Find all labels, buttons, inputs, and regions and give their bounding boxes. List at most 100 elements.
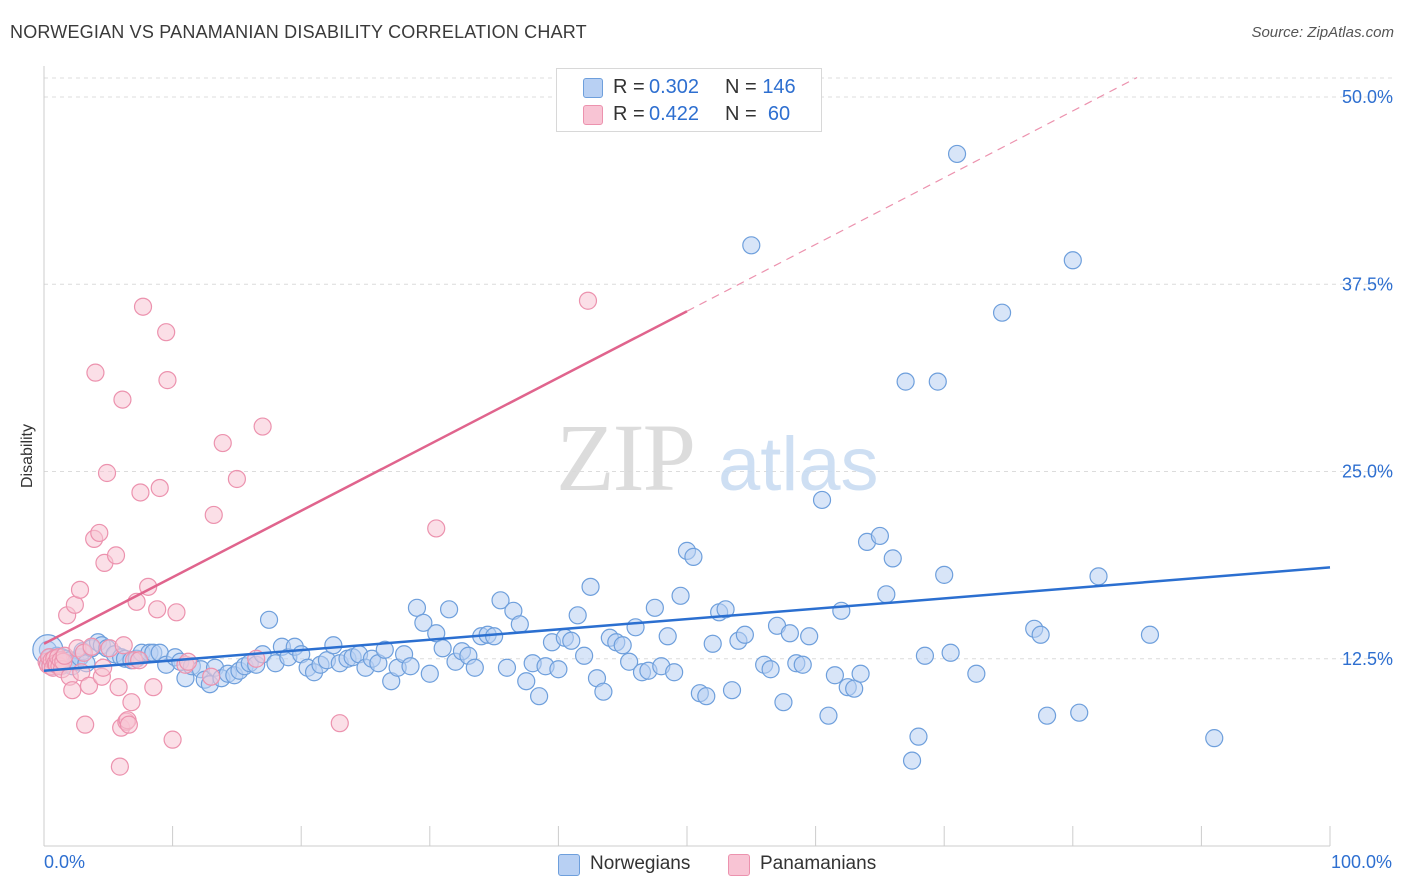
norwegian-point [941,643,960,662]
norwegian-point [427,624,446,643]
norwegian-point [491,591,510,610]
norwegian-point [845,679,864,698]
norwegian-point [735,625,754,644]
n-value-panamanians: 60 [767,103,791,125]
panamanian-point [213,433,232,453]
stats-row-norwegians: R = 0.302 N = 146 [557,74,821,102]
norwegian-point [1070,703,1089,722]
norwegian-point [581,577,600,596]
norwegian-point [967,664,986,683]
panamanian-point [82,637,101,656]
panamanian-point [131,483,150,502]
panamanian-point [76,715,95,734]
norwegian-point [620,652,639,671]
watermark: ZIP atlas [556,404,879,511]
norwegian-point [780,624,799,643]
x-tick-label-min: 0.0% [44,852,86,872]
norwegian-point [877,585,896,604]
panamanian-point [97,463,117,483]
norwegian-point [375,640,394,659]
norwegian-point [819,706,838,725]
norwegian-point [562,631,581,650]
norwegian-point [883,549,902,568]
norwegian-point [613,636,632,655]
r-value-panamanians: 0.422 [649,103,700,125]
n-label: N = [725,76,757,98]
norwegian-point [420,664,439,683]
norwegians-trend-line [43,566,1331,672]
x-tick-label-max: 100.0% [1330,852,1392,872]
norwegian-point [1089,567,1108,586]
stats-row-panamanians: R = 0.422 N = 60 [557,101,821,129]
panamanian-point [63,681,82,700]
norwegian-point [774,693,793,712]
panamanian-point [150,478,169,498]
panamanian-point [113,390,132,409]
axes [43,66,1331,847]
source-credit: Source: ZipAtlas.com [1251,24,1394,41]
norwegian-point [1063,251,1082,270]
norwegian-point [626,618,645,637]
norwegian-point [761,660,780,679]
panamanian-point [578,291,598,310]
panamanians-trend-line [43,310,688,645]
panamanians-swatch [583,105,603,125]
panamanians-points [37,291,598,776]
panamanian-point [157,323,176,342]
panamanian-point [90,523,109,543]
norwegian-point [812,490,832,510]
panamanian-point [94,658,113,677]
norwegian-point [575,646,594,665]
y-axis-label: Disability [19,423,36,489]
panamanian-point [122,693,141,712]
norwegians-legend-swatch [558,854,580,876]
norwegian-point [793,655,812,674]
panamanian-point [202,667,221,686]
legend-label-panamanians: Panamanians [760,853,877,874]
watermark-atlas: atlas [718,422,879,507]
grid-lines [44,77,1394,660]
panamanian-point [106,546,126,565]
norwegian-point [902,751,922,770]
panamanian-point [253,417,272,436]
panamanian-point [167,603,186,622]
watermark-zip: ZIP [556,404,694,511]
norwegian-point [645,598,664,617]
norwegian-point [947,144,967,164]
panamanian-point [163,730,182,749]
norwegian-point [915,646,935,665]
r-label: R = [613,103,645,125]
panamanian-point [158,371,177,390]
norwegian-point [825,666,844,685]
panamanian-point [427,519,446,538]
norwegian-point [658,627,677,646]
y-tick-labels: 12.5% 25.0% 37.5% 50.0% [1342,87,1393,669]
r-value-norwegians: 0.302 [649,76,700,98]
norwegian-point [928,372,947,391]
norwegian-point [716,600,735,619]
y-tick-label: 50.0% [1342,87,1393,107]
norwegian-point [530,687,549,706]
norwegian-point [800,627,819,646]
norwegian-point [401,657,420,676]
panamanian-point [119,715,138,734]
norwegian-point [465,658,484,677]
norwegian-point [722,681,742,700]
panamanian-point [109,678,128,697]
stats-legend: R = 0.302 N = 146 R = 0.422 N = 60 [556,68,822,132]
series-legend: Norwegians Panamanians [0,852,1406,878]
norwegian-point [1140,625,1160,644]
panamanian-point [133,297,153,316]
norwegian-point [407,598,427,617]
n-value-norwegians: 146 [762,76,796,98]
panamanians-legend-swatch [728,854,750,876]
panamanian-point [330,714,349,733]
panamanian-point [144,678,163,697]
norwegian-point [832,601,851,620]
norwegian-point [896,372,915,391]
norwegian-point [439,600,459,619]
panamanian-point [110,757,129,776]
chart-title: NORWEGIAN VS PANAMANIAN DISABILITY CORRE… [10,22,587,42]
panamanian-point [204,505,223,525]
